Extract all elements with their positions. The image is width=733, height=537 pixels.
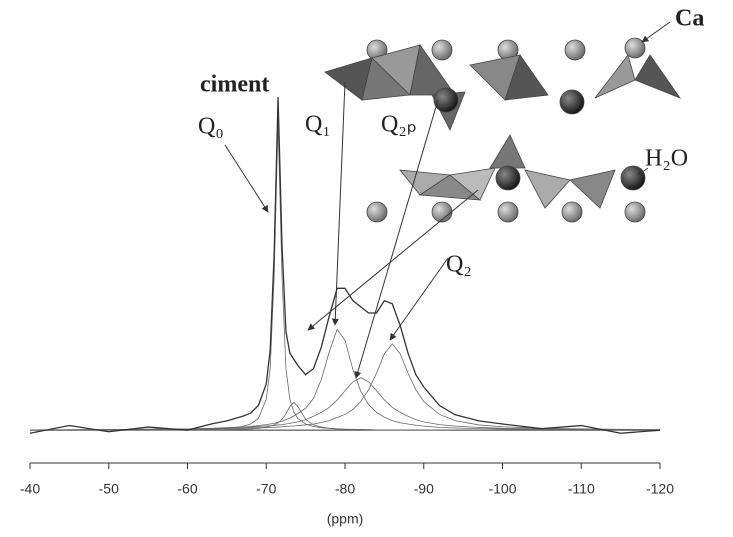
arrow — [224, 144, 269, 213]
structure-diagram — [324, 37, 682, 223]
annotation: Ca — [675, 6, 704, 32]
arrow — [331, 81, 346, 326]
arrow — [389, 257, 449, 341]
x-tick-label: -120 — [646, 481, 674, 497]
component-line — [30, 121, 660, 431]
component-line — [29, 377, 661, 431]
component-line — [30, 328, 660, 431]
annotation: ciment — [200, 72, 269, 98]
annotation: Q₂ₚ — [381, 112, 417, 138]
spectrum-line — [29, 97, 661, 434]
arrow — [641, 21, 671, 43]
arrows — [224, 21, 671, 379]
component-line — [30, 343, 661, 431]
arrow — [354, 99, 439, 379]
annotation: Q₀ — [198, 114, 224, 140]
x-tick-label: -40 — [20, 481, 40, 497]
annotation: Q₂ — [446, 252, 472, 278]
x-axis-label: (ppm) — [327, 511, 364, 527]
annotation: Q₁ — [305, 112, 331, 138]
x-tick-label: -60 — [177, 481, 197, 497]
arrow — [637, 167, 649, 176]
annotation: H₂O — [645, 146, 688, 172]
x-tick-label: -100 — [488, 481, 516, 497]
x-tick-label: -70 — [256, 481, 276, 497]
arrow — [307, 189, 479, 331]
x-tick-label: -90 — [414, 481, 434, 497]
x-tick-label: -110 — [568, 481, 595, 497]
component-line — [30, 401, 660, 431]
x-tick-label: -50 — [99, 481, 119, 497]
x-tick-label: -80 — [335, 481, 355, 497]
